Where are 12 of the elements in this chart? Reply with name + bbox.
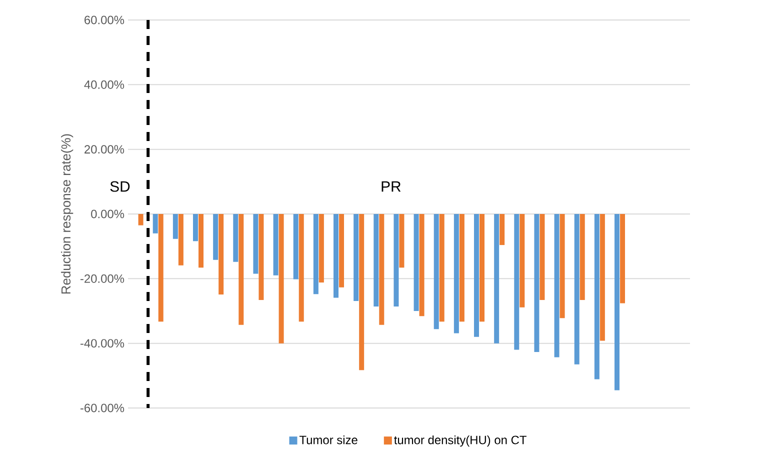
y-tick-label: 20.00%	[84, 145, 124, 154]
legend-label: Tumor size	[300, 435, 358, 444]
legend-label: tumor density(HU) on CT	[394, 435, 526, 447]
annotation: SD	[110, 181, 130, 192]
y-tick-label: -40.00%	[80, 339, 124, 348]
y-tick-label: 0.00%	[91, 210, 124, 218]
y-axis-title: Reduction response rate(%)	[61, 134, 74, 294]
y-tick-label: 40.00%	[84, 80, 124, 89]
y-tick-label: -60.00%	[80, 404, 124, 412]
annotation: PR	[382, 181, 401, 192]
y-tick-label: 60.00%	[84, 16, 124, 24]
y-tick-label: -20.00%	[80, 274, 124, 283]
